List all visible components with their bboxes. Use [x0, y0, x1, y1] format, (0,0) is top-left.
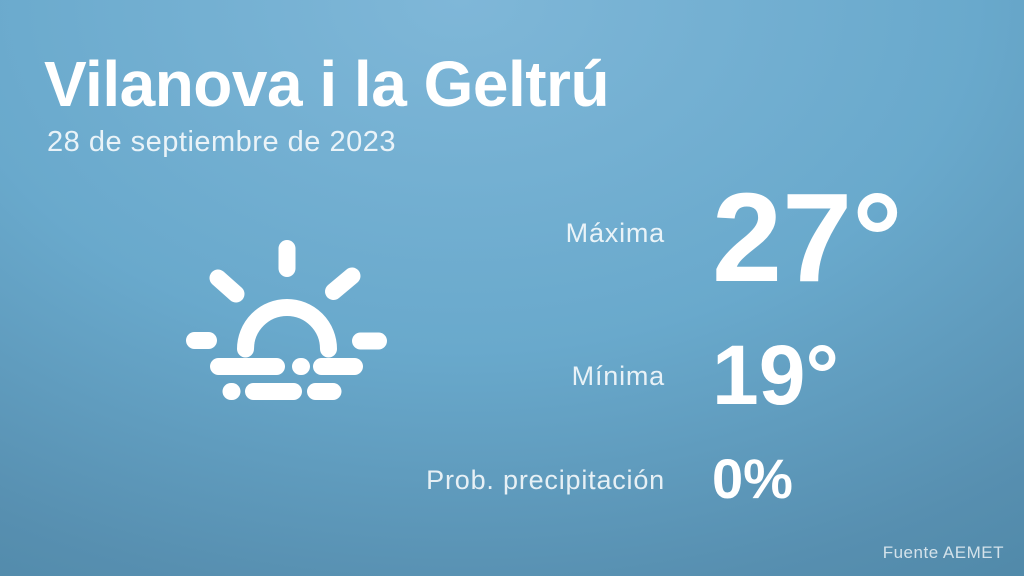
weather-icon-container: [170, 210, 410, 440]
max-temp-label: Máxima: [565, 218, 665, 248]
precipitation-value: 0%: [712, 447, 793, 510]
forecast-date: 28 de septiembre de 2023: [47, 126, 396, 158]
data-source-credit: Fuente AEMET: [882, 543, 1004, 562]
min-temp-label: Mínima: [571, 361, 665, 391]
precipitation-label: Prob. precipitación: [426, 465, 665, 495]
min-temp-value: 19°: [712, 328, 840, 422]
max-temp-value: 27°: [712, 167, 903, 308]
misty-sun-icon: [186, 240, 387, 400]
location-title: Vilanova i la Geltrú: [44, 48, 610, 120]
